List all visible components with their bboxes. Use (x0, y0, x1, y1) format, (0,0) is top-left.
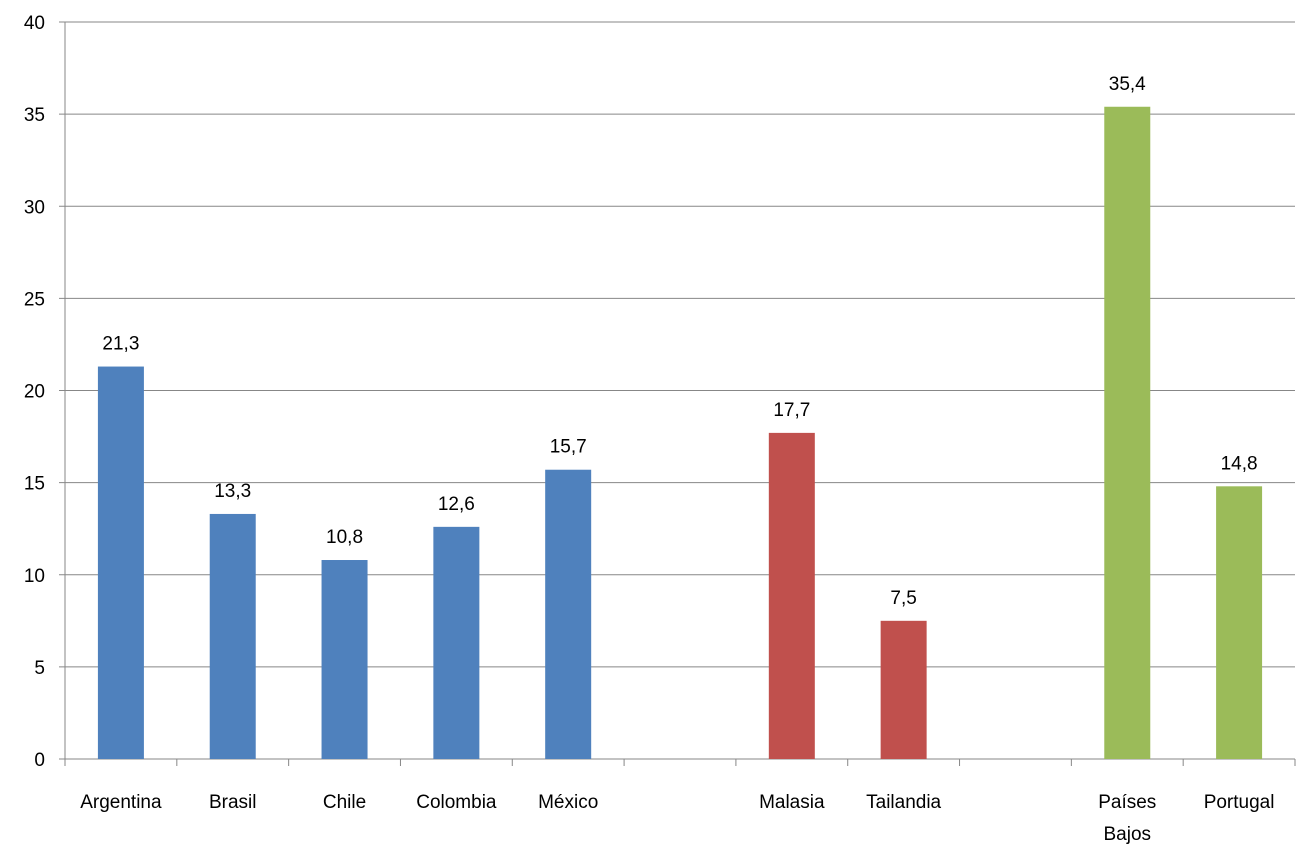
x-category-label: Tailandia (866, 792, 941, 813)
x-category-label: Países (1098, 792, 1156, 813)
bar (880, 620, 927, 759)
bar-value-label: 35,4 (1109, 74, 1146, 95)
bar (768, 432, 815, 759)
data-labels: 21,3 13,3 10,8 12,6 15,7 17,7 7,5 35,4 14,8 (102, 74, 1257, 609)
bar-value-label: 14,8 (1221, 453, 1258, 474)
y-tick-label: 30 (24, 197, 45, 218)
x-category-label: Bajos (1104, 824, 1152, 845)
bar (97, 366, 144, 759)
y-tick-label: 35 (24, 105, 45, 126)
y-tick-label: 25 (24, 289, 45, 310)
y-tick-label: 10 (24, 566, 45, 587)
bars (97, 106, 1263, 759)
bar (1104, 106, 1151, 759)
bar (209, 513, 256, 759)
bar-value-label: 15,7 (550, 437, 587, 458)
gridlines (65, 21, 1295, 668)
y-tick-label: 0 (34, 750, 45, 771)
x-category-label: Malasia (759, 792, 825, 813)
bar (321, 560, 368, 759)
y-axis: 0 5 10 15 20 25 30 35 40 (24, 13, 66, 771)
bar-value-label: 10,8 (326, 527, 363, 548)
bar (545, 469, 592, 759)
x-category-label: México (538, 792, 598, 813)
y-tick-label: 5 (34, 658, 45, 679)
bar (433, 526, 480, 759)
bar-value-label: 7,5 (890, 588, 916, 609)
y-tick-label: 20 (24, 382, 45, 403)
y-tick-label: 40 (24, 13, 45, 34)
x-category-label: Colombia (416, 792, 497, 813)
bar-value-label: 17,7 (773, 400, 810, 421)
bar-value-label: 21,3 (102, 334, 139, 355)
x-category-label: Brasil (209, 792, 257, 813)
x-category-label: Portugal (1204, 792, 1275, 813)
x-category-label: Chile (323, 792, 366, 813)
bar-value-label: 12,6 (438, 494, 475, 515)
bar-value-label: 13,3 (214, 481, 251, 502)
x-axis: Argentina Brasil Chile Colombia México Malasi… (64, 758, 1296, 845)
x-category-label: Argentina (80, 792, 162, 813)
y-tick-label: 15 (24, 474, 45, 495)
bar (1216, 486, 1263, 759)
